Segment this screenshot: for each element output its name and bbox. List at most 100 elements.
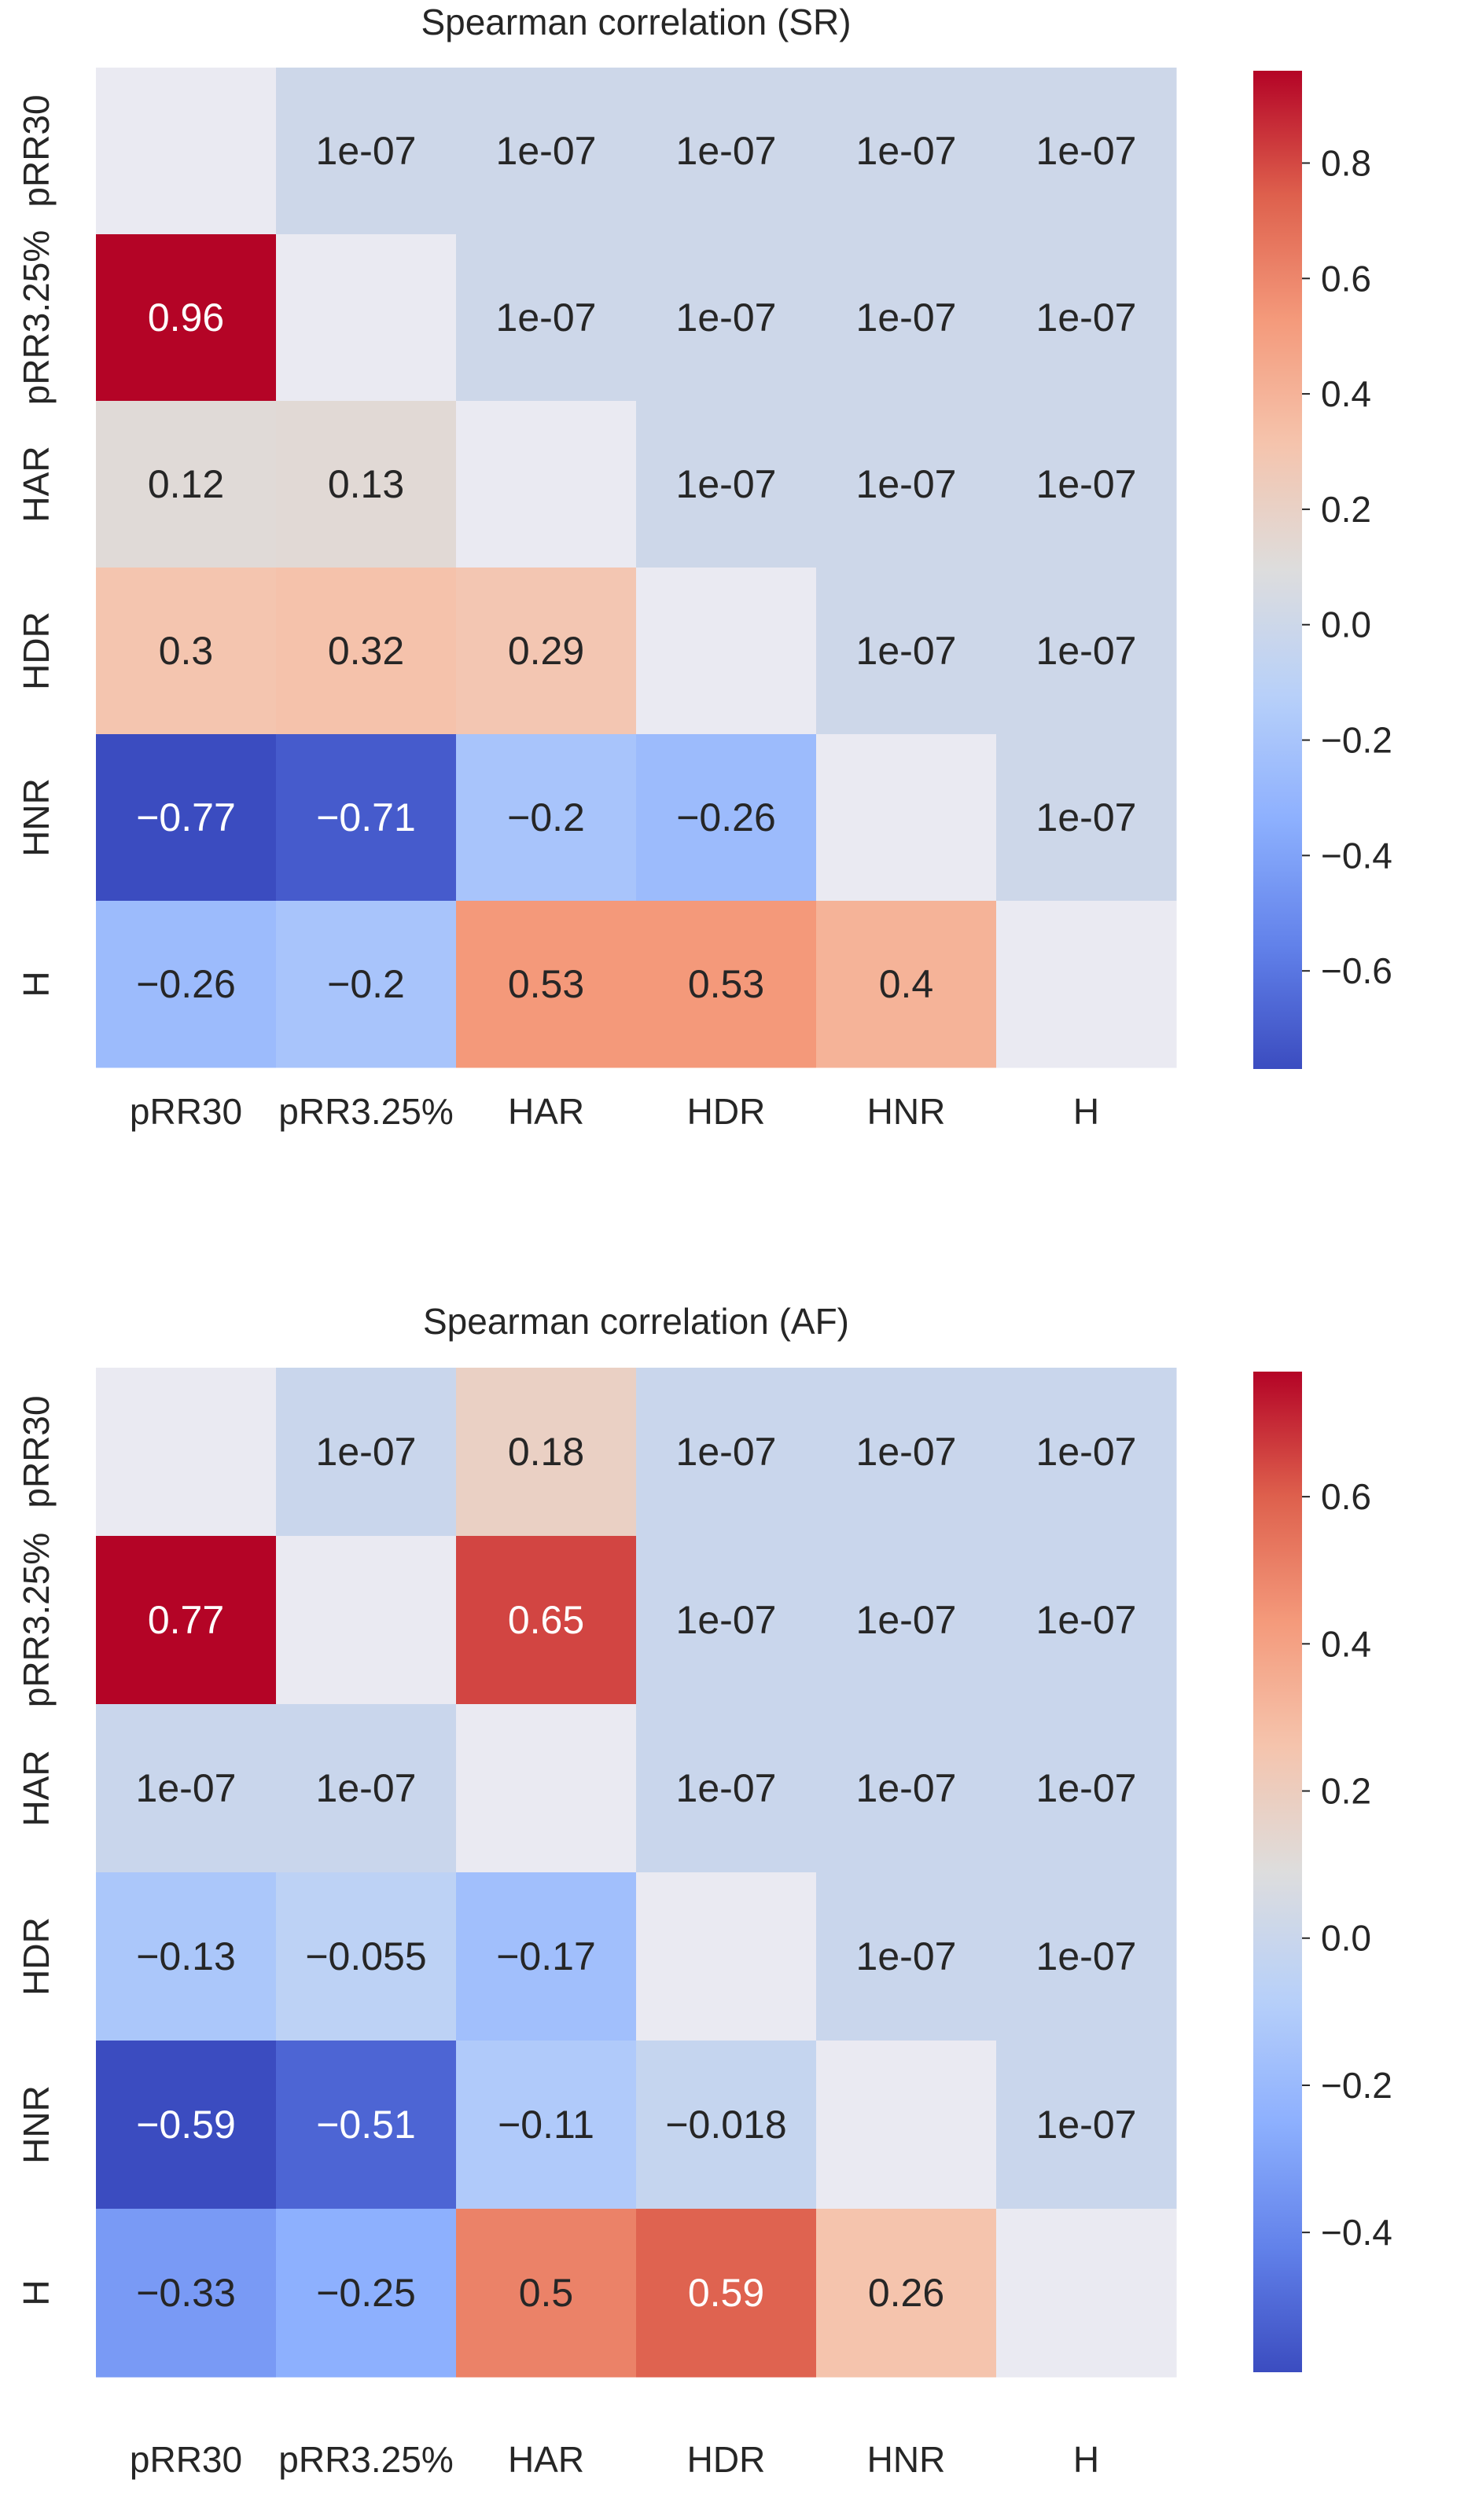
cell-annotation: −0.13 (136, 1934, 236, 1978)
heatmap-cell-prr30-har (456, 1368, 637, 1537)
heatmap-cell-prr30-prr30 (96, 1368, 277, 1537)
cell-annotation: −0.11 (498, 2103, 594, 2147)
colorbar-tick-label: 0.4 (1321, 1623, 1371, 1664)
cell-annotation: 1e-07 (1036, 629, 1137, 673)
heatmap-cell-prr30-har (456, 68, 637, 235)
heatmap-cell-har-h (996, 1704, 1177, 1873)
cell-annotation: 0.53 (688, 962, 764, 1006)
row-tick-label: HDR (16, 1917, 57, 1996)
chart-title: Spearman correlation (AF) (423, 1301, 849, 1342)
cell-annotation: −0.51 (316, 2103, 416, 2147)
colorbar-tick-label: 0.6 (1321, 258, 1371, 299)
heatmap-cell-hdr-prr3-25 (276, 1872, 457, 2041)
cell-annotation: 1e-07 (676, 462, 777, 506)
cell-annotation: 1e-07 (1036, 1598, 1137, 1642)
heatmap-cell-prr30-hnr (816, 1368, 997, 1537)
heatmap-cell-har-hnr (816, 1704, 997, 1873)
heatmap-cell-hnr-h (996, 734, 1177, 902)
colorbar (1253, 71, 1302, 1069)
col-tick-label: HDR (687, 1091, 766, 1132)
heatmap-cell-har-har (456, 1704, 637, 1873)
cell-annotation: 1e-07 (676, 129, 777, 173)
heatmap-cell-prr30-hdr (636, 1368, 817, 1537)
cell-annotation: −0.018 (665, 2103, 786, 2147)
cell-annotation: 1e-07 (856, 129, 957, 173)
col-tick-label: HAR (508, 1091, 584, 1132)
cell-annotation: −0.26 (676, 795, 776, 839)
cell-annotation: 0.96 (148, 296, 224, 340)
colorbar-tick-label: −0.2 (1321, 720, 1392, 761)
cell-annotation: 1e-07 (1036, 1430, 1137, 1474)
cell-annotation: 0.4 (879, 962, 934, 1006)
heatmap-cell-har-prr30 (96, 401, 277, 568)
cell-annotation: 1e-07 (676, 1430, 777, 1474)
heatmap-cell-prr30-prr30 (96, 68, 277, 235)
col-tick-label: H (1073, 1091, 1099, 1132)
cell-annotation: 1e-07 (316, 1766, 417, 1810)
heatmap-cell-hnr-prr30 (96, 734, 277, 902)
cell-annotation: −0.71 (316, 795, 416, 839)
row-tick-label: HAR (16, 446, 57, 522)
cell-annotation: 1e-07 (496, 129, 597, 173)
heatmap-cell-prr30-hnr (816, 68, 997, 235)
heatmap-cell-har-hdr (636, 401, 817, 568)
heatmap-cell-hnr-hnr (816, 734, 997, 902)
heatmap-cell-hdr-hnr (816, 1872, 997, 2041)
heatmap-cell-hdr-hdr (636, 1872, 817, 2041)
cell-annotation: 1e-07 (316, 1430, 417, 1474)
heatmap-cell-har-hdr (636, 1704, 817, 1873)
row-tick-label: pRR3.25% (16, 1533, 57, 1707)
heatmap-cell-prr30-prr3-25 (276, 68, 457, 235)
row-tick-label: pRR30 (16, 94, 57, 207)
heatmap-cell-har-prr30 (96, 1704, 277, 1873)
heatmap-cell-hnr-hnr (816, 2041, 997, 2210)
cell-annotation: 1e-07 (856, 1598, 957, 1642)
heatmap-cell-prr3-25-prr30 (96, 1536, 277, 1705)
heatmap-cell-h-har (456, 2209, 637, 2378)
cell-annotation: −0.2 (327, 962, 405, 1006)
cell-annotation: 0.29 (508, 629, 584, 673)
heatmap-cell-har-h (996, 401, 1177, 568)
heatmap-cell-hnr-prr3-25 (276, 734, 457, 902)
colorbar-tick-label: 0.4 (1321, 373, 1371, 414)
heatmap-cell-h-h (996, 2209, 1177, 2378)
cell-annotation: 1e-07 (676, 1766, 777, 1810)
heatmap-cell-prr3-25-har (456, 1536, 637, 1705)
cell-annotation: −0.2 (507, 795, 585, 839)
cell-annotation: 1e-07 (856, 462, 957, 506)
heatmap-cell-hdr-har (456, 568, 637, 735)
heatmap-cell-prr3-25-hnr (816, 1536, 997, 1705)
heatmap-cell-prr3-25-prr3-25 (276, 1536, 457, 1705)
cell-annotation: 1e-07 (1036, 296, 1137, 340)
row-tick-label: HNR (16, 778, 57, 857)
heatmap-cell-hdr-h (996, 1872, 1177, 2041)
heatmap-cell-hdr-hdr (636, 568, 817, 735)
cell-annotation: 0.53 (508, 962, 584, 1006)
col-tick-label: HNR (867, 1091, 946, 1132)
colorbar-tick-label: 0.0 (1321, 1918, 1371, 1959)
col-tick-label: pRR30 (130, 1091, 242, 1132)
colorbar-tick-label: −0.6 (1321, 950, 1392, 991)
row-tick-label: HNR (16, 2085, 57, 2164)
heatmap-cell-hdr-prr3-25 (276, 568, 457, 735)
heatmap-panel-sr: Spearman correlation (SR) 1e-07 1e-07 1e-07… (16, 2, 1392, 1132)
heatmap-cell-h-har (456, 901, 637, 1068)
colorbar-tick-label: 0.2 (1321, 1771, 1371, 1812)
colorbar-tick-label: 0.2 (1321, 489, 1371, 530)
cell-annotation: 1e-07 (676, 296, 777, 340)
cell-annotation: −0.17 (496, 1934, 596, 1978)
heatmap-cell-h-hdr (636, 901, 817, 1068)
cell-annotation: −0.25 (316, 2271, 416, 2315)
heatmap-cell-hdr-h (996, 568, 1177, 735)
heatmap-cell-hnr-prr3-25 (276, 2041, 457, 2210)
heatmap-cell-prr30-h (996, 68, 1177, 235)
cell-annotation: −0.77 (136, 795, 236, 839)
cell-annotation: 0.12 (148, 462, 224, 506)
cell-annotation: 1e-07 (856, 1766, 957, 1810)
col-tick-label: HNR (867, 2439, 946, 2480)
colorbar (1253, 1372, 1302, 2372)
heatmap-cell-hdr-prr30 (96, 568, 277, 735)
heatmap-cell-har-hnr (816, 401, 997, 568)
heatmap-cell-prr30-h (996, 1368, 1177, 1537)
